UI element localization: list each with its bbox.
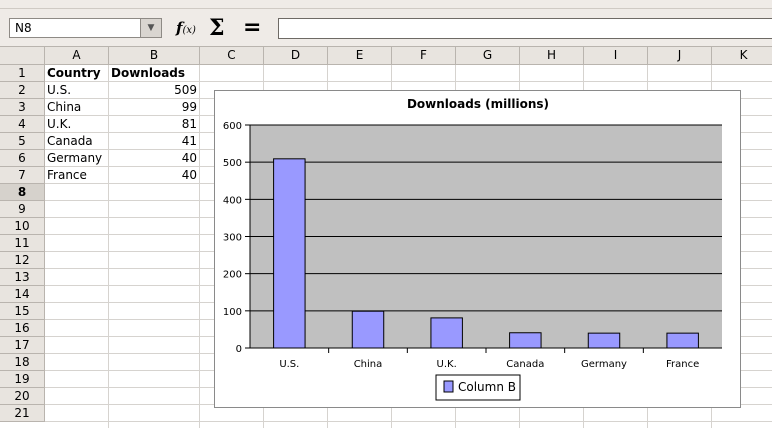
row-header-2[interactable]: 2 (0, 82, 45, 99)
legend-label: Column B (458, 380, 516, 394)
downloads-cell[interactable]: 40 (181, 168, 197, 182)
x-tick-label: Germany (581, 359, 627, 370)
row-header-17[interactable]: 17 (0, 337, 45, 354)
downloads-cell[interactable]: 40 (181, 151, 197, 165)
column-header-h[interactable]: H (520, 47, 584, 65)
name-box-value: N8 (15, 21, 32, 35)
column-header-a[interactable]: A (45, 47, 109, 65)
column-header-i[interactable]: I (584, 47, 648, 65)
row-header-6[interactable]: 6 (0, 150, 45, 167)
row-header-10[interactable]: 10 (0, 218, 45, 235)
column-header-k[interactable]: K (712, 47, 772, 65)
row-header-13[interactable]: 13 (0, 269, 45, 286)
column-header-d[interactable]: D (264, 47, 328, 65)
menu-strip (0, 0, 772, 9)
chevron-down-icon[interactable]: ▼ (140, 19, 161, 37)
row-header-16[interactable]: 16 (0, 320, 45, 337)
column-header-j[interactable]: J (648, 47, 712, 65)
column-header-e[interactable]: E (328, 47, 392, 65)
downloads-cell[interactable]: 81 (181, 117, 197, 131)
x-tick-label: U.S. (279, 359, 299, 370)
x-tick-label: China (354, 359, 383, 370)
downloads-cell[interactable]: 41 (181, 134, 197, 148)
x-tick-label: Canada (506, 359, 544, 370)
row-header-1[interactable]: 1 (0, 65, 45, 82)
country-cell[interactable]: France (47, 168, 87, 182)
y-tick-label: 100 (223, 307, 242, 318)
row-header-21[interactable]: 21 (0, 405, 45, 422)
bar-china (351, 310, 385, 349)
row-header-18[interactable]: 18 (0, 354, 45, 371)
y-tick-label: 500 (223, 158, 242, 169)
name-box[interactable]: N8 ▼ (9, 18, 162, 38)
row-header-14[interactable]: 14 (0, 286, 45, 303)
x-tick-label: U.K. (437, 359, 457, 370)
row-header-4[interactable]: 4 (0, 116, 45, 133)
row-header-7[interactable]: 7 (0, 167, 45, 184)
y-tick-label: 200 (223, 270, 242, 281)
bar-france (666, 332, 699, 349)
x-tick-label: France (666, 359, 699, 370)
downloads-cell[interactable]: 509 (174, 83, 197, 97)
header-cell[interactable]: Downloads (111, 66, 186, 80)
row-header-9[interactable]: 9 (0, 201, 45, 218)
country-cell[interactable]: U.K. (47, 117, 72, 131)
country-cell[interactable]: Canada (47, 134, 93, 148)
column-header-g[interactable]: G (456, 47, 520, 65)
bar-us (273, 158, 306, 349)
column-header-c[interactable]: C (200, 47, 264, 65)
chart[interactable]: Downloads (millions) 0 100 200 300 400 500 600 U… (214, 90, 741, 408)
bar-canada (509, 332, 542, 349)
function-wizard-icon[interactable]: f(x) (176, 19, 196, 37)
sum-icon[interactable]: Σ (209, 15, 225, 41)
formula-input[interactable] (278, 18, 772, 39)
function-icon[interactable]: = (243, 15, 262, 40)
country-cell[interactable]: China (47, 100, 82, 114)
row-header-19[interactable]: 19 (0, 371, 45, 388)
column-header-f[interactable]: F (392, 47, 456, 65)
bar-uk (430, 317, 463, 349)
select-all-corner[interactable] (0, 47, 45, 65)
row-header-8[interactable]: 8 (0, 184, 45, 201)
legend-swatch (443, 380, 454, 393)
country-cell[interactable]: Germany (47, 151, 103, 165)
y-tick-label: 0 (236, 344, 242, 355)
column-header-b[interactable]: B (109, 47, 200, 65)
row-header-3[interactable]: 3 (0, 99, 45, 116)
downloads-cell[interactable]: 99 (181, 100, 197, 114)
formula-bar: N8 ▼ f(x) Σ = (0, 9, 772, 47)
grid-line (199, 65, 200, 428)
row-header-20[interactable]: 20 (0, 388, 45, 405)
country-cell[interactable]: U.S. (47, 83, 72, 97)
y-tick-label: 400 (223, 195, 242, 206)
bar-germany (587, 332, 621, 349)
row-header-15[interactable]: 15 (0, 303, 45, 320)
row-header-11[interactable]: 11 (0, 235, 45, 252)
row-header-5[interactable]: 5 (0, 133, 45, 150)
y-tick-label: 300 (223, 233, 242, 244)
grid-line (108, 65, 109, 428)
y-tick-label: 600 (223, 121, 242, 132)
header-cell[interactable]: Country (47, 66, 101, 80)
chart-title: Downloads (millions) (407, 97, 549, 111)
row-header-12[interactable]: 12 (0, 252, 45, 269)
